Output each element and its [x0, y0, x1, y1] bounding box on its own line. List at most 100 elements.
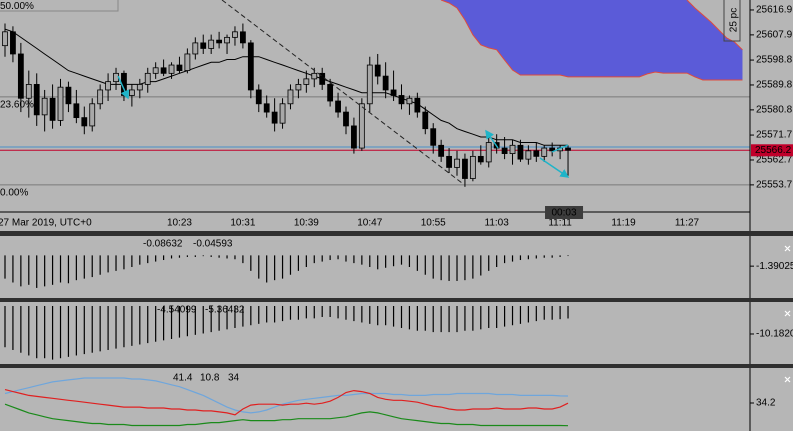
candle-body	[390, 89, 397, 96]
candle-body	[57, 86, 64, 121]
arrow	[485, 129, 499, 149]
candle-body	[208, 39, 215, 49]
candle-body	[454, 158, 460, 168]
fib-label: 23.60%	[0, 100, 34, 111]
candle-body	[311, 72, 318, 80]
candle-body	[255, 89, 262, 105]
y-tick-label: 25616.9	[756, 5, 793, 16]
candle-body	[17, 53, 24, 99]
indicator-value: 34	[228, 373, 240, 384]
indicator-line	[4, 389, 569, 416]
candle-body	[25, 84, 32, 99]
date-label: 27 Mar 2019, UTC+0	[0, 218, 92, 229]
candle-body	[263, 103, 270, 113]
candle-body	[366, 64, 373, 105]
panel-separator	[0, 364, 793, 368]
panel-separator	[0, 298, 793, 302]
candle-body	[232, 31, 238, 38]
candle-body	[200, 42, 207, 49]
candle-body	[81, 117, 88, 127]
candle-body	[335, 100, 341, 113]
indicator-value: -0.08632	[143, 239, 183, 250]
arrow-line	[551, 144, 569, 153]
candle-body	[49, 97, 56, 121]
cloud	[441, 0, 743, 80]
candle-body	[565, 147, 571, 151]
y-tick-label: 25571.7	[756, 130, 793, 141]
candle-body	[152, 67, 159, 74]
y-tick-label: 25607.9	[756, 30, 793, 41]
candle-body	[41, 97, 48, 116]
indicator-line	[4, 403, 569, 427]
candle-body	[65, 86, 72, 105]
timer: 00:03	[552, 208, 577, 219]
candle-body	[105, 81, 111, 91]
candle-body	[224, 36, 230, 44]
fib-label: 50.00%	[0, 1, 34, 12]
indicator-line	[4, 377, 569, 414]
candle-body	[438, 144, 445, 157]
candle-body	[343, 111, 349, 127]
y-tick-label: 25562.7	[756, 155, 793, 166]
range-box	[723, 0, 741, 42]
y-tick-label: 25598.8	[756, 55, 793, 66]
price-tag-label: 25566.2	[755, 145, 792, 156]
x-tick-label: 10:47	[357, 218, 382, 229]
candle-body	[382, 75, 389, 91]
candle-body	[33, 84, 40, 116]
candle-body	[176, 64, 183, 71]
candle-body	[477, 155, 484, 163]
close-icons	[784, 245, 791, 383]
label-box	[0, 0, 119, 12]
candle-body	[469, 155, 476, 179]
x-tick-label: 10:31	[230, 218, 255, 229]
candle-body	[414, 97, 421, 113]
candle-body	[295, 84, 302, 91]
panel-separator	[0, 231, 793, 236]
x-tick-label: 11:03	[485, 218, 510, 229]
candle-body	[128, 89, 135, 96]
indicator-value: 10.8	[200, 373, 220, 384]
main-panel	[0, 0, 750, 187]
candle-body	[168, 64, 175, 74]
candle-body	[485, 142, 492, 163]
y-tick-label: 25589.8	[756, 80, 793, 91]
y-tick-label: 25553.7	[756, 180, 793, 191]
candle-body	[89, 103, 96, 127]
range-label: 25 pc	[729, 8, 740, 32]
x-tick-label: 11:19	[611, 218, 636, 229]
candle-body	[247, 42, 254, 91]
candle-body	[279, 103, 286, 124]
drawing-tools	[0, 0, 741, 184]
candle-body	[430, 128, 437, 146]
close-icon[interactable]	[784, 245, 791, 252]
indicator-value: -4.54099	[157, 305, 197, 316]
indicator-value: 41.4	[173, 373, 193, 384]
price-tag	[751, 144, 793, 157]
x-tick-label: 11:27	[675, 218, 700, 229]
arrow	[117, 75, 129, 100]
close-icon[interactable]	[784, 310, 791, 317]
candle-body	[10, 31, 16, 55]
candle-body	[398, 95, 405, 105]
candle-body	[422, 111, 429, 130]
close-icon[interactable]	[784, 376, 791, 383]
candle-body	[533, 150, 540, 157]
y-tick-label: -1.39025	[756, 261, 793, 272]
candle-body	[239, 31, 246, 44]
candle-body	[549, 147, 556, 152]
candle-body	[358, 103, 365, 149]
candle-body	[113, 72, 119, 83]
moving-average	[4, 28, 568, 146]
x-tick-label: 10:39	[294, 218, 319, 229]
candle-body	[216, 39, 223, 44]
candle-body	[136, 84, 143, 91]
candle-body	[271, 111, 278, 124]
candle-body	[2, 31, 8, 47]
x-tick-label: 11:11	[548, 218, 572, 229]
candle-body	[192, 42, 199, 55]
x-tick-label: 10:23	[167, 218, 192, 229]
candle-body	[303, 78, 310, 85]
